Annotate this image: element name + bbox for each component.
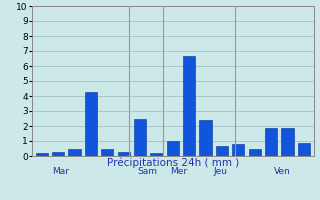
X-axis label: Précipitations 24h ( mm ): Précipitations 24h ( mm ) — [107, 157, 239, 168]
Text: Jeu: Jeu — [214, 166, 228, 176]
Bar — [150, 153, 163, 156]
Bar — [216, 146, 228, 156]
Bar — [167, 141, 179, 156]
Text: Ven: Ven — [274, 166, 291, 176]
Bar — [265, 128, 277, 156]
Bar — [249, 148, 261, 156]
Bar — [298, 142, 310, 156]
Bar — [281, 128, 293, 156]
Bar — [85, 92, 97, 156]
Bar — [199, 120, 212, 156]
Bar — [232, 144, 244, 156]
Bar — [117, 152, 130, 156]
Bar — [36, 153, 48, 156]
Bar — [101, 148, 114, 156]
Text: Mar: Mar — [52, 166, 69, 176]
Bar — [52, 152, 64, 156]
Bar — [68, 148, 81, 156]
Bar — [134, 118, 146, 156]
Text: Mer: Mer — [170, 166, 187, 176]
Bar — [183, 55, 195, 156]
Text: Sam: Sam — [138, 166, 157, 176]
